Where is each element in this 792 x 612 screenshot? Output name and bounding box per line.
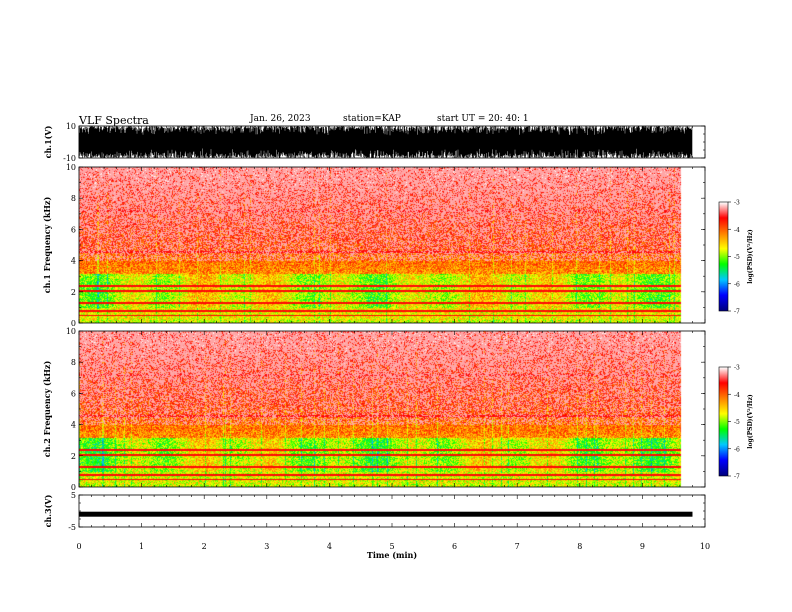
ch1-spectrogram-ytick-label: 0 — [71, 319, 76, 328]
x-tick-label: 0 — [76, 542, 81, 551]
x-tick-label: 9 — [640, 542, 645, 551]
x-tick-label: 4 — [327, 542, 332, 551]
station-label: station=KAP — [343, 114, 401, 124]
x-tick-label: 10 — [700, 542, 710, 551]
colorbar-tick-label: -3 — [734, 365, 740, 372]
x-tick-label: 7 — [515, 542, 520, 551]
ch1-spectrogram-ytick-label: 6 — [71, 225, 76, 234]
colorbar-tick-label: -4 — [734, 227, 740, 234]
ch3-waveform-trace — [79, 511, 693, 517]
ch3-waveform-ytick-label: 5 — [71, 491, 76, 500]
ch2-spectrogram-ytick-label: 2 — [71, 452, 76, 461]
ch1-spectrogram-ylabel: ch.1 Frequency (kHz) — [42, 197, 52, 294]
colorbar-label: log(PSD)(V²/Hz) — [747, 394, 754, 449]
ch1-waveform-ytick-label: -10 — [63, 154, 76, 163]
colorbar-tick-label: -6 — [734, 281, 740, 288]
ch1-waveform-ylabel: ch.1(V) — [43, 125, 53, 158]
ch1-waveform-ytick-label: 10 — [66, 122, 76, 131]
ch1-spectrogram-ytick-label: 10 — [66, 163, 76, 172]
ch3-waveform-ylabel: ch.3(V) — [43, 494, 53, 527]
start-time-label: start UT = 20: 40: 1 — [437, 114, 529, 124]
colorbar-tick-label: -6 — [734, 446, 740, 453]
ch2-spectrogram-ytick-label: 4 — [71, 421, 76, 430]
ch1-spectrogram-ytick-label: 8 — [71, 194, 76, 203]
colorbar-tick-label: -7 — [734, 309, 740, 316]
colorbar-frame-1 — [718, 201, 729, 312]
colorbar-tick-label: -5 — [734, 419, 740, 426]
ch1-spectrogram-ytick-label: 2 — [71, 288, 76, 297]
ch1-spectrogram-image — [79, 167, 693, 323]
ch2-spectrogram-ytick-label: 6 — [71, 389, 76, 398]
colorbar-label: log(PSD)(V²/Hz) — [747, 229, 754, 284]
x-tick-label: 1 — [139, 542, 144, 551]
ch2-spectrogram-ytick-label: 8 — [71, 358, 76, 367]
ch3-waveform-panel-frame — [78, 494, 706, 528]
chart-title: VLF Spectra — [79, 114, 149, 127]
ch1-colorbar — [719, 202, 728, 311]
ch2-colorbar — [719, 367, 728, 476]
ch1-spectrogram-ytick-label: 4 — [71, 257, 76, 266]
x-tick-label: 3 — [264, 542, 269, 551]
ch2-spectrogram-image — [79, 331, 693, 487]
ch2-spectrogram-ytick-label: 10 — [66, 327, 76, 336]
x-axis-label: Time (min) — [367, 550, 417, 560]
colorbar-tick-label: -5 — [734, 254, 740, 261]
ch2-spectrogram-ylabel: ch.2 Frequency (kHz) — [42, 361, 52, 458]
x-tick-label: 5 — [389, 542, 394, 551]
ch3-waveform-ytick-label: -5 — [68, 523, 76, 532]
colorbar-tick-label: -4 — [734, 392, 740, 399]
date-label: Jan. 26, 2023 — [250, 114, 311, 124]
colorbar-tick-label: -3 — [734, 200, 740, 207]
colorbar-frame-2 — [718, 366, 729, 477]
ch1-waveform-trace — [78, 126, 693, 158]
x-tick-label: 6 — [452, 542, 457, 551]
x-tick-label: 2 — [202, 542, 207, 551]
ch1-spectrogram-panel-frame — [78, 166, 706, 324]
ch2-spectrogram-ytick-label: 0 — [71, 483, 76, 492]
ch2-spectrogram-panel-frame — [78, 330, 706, 488]
colorbar-tick-label: -7 — [734, 474, 740, 481]
x-tick-label: 8 — [577, 542, 582, 551]
